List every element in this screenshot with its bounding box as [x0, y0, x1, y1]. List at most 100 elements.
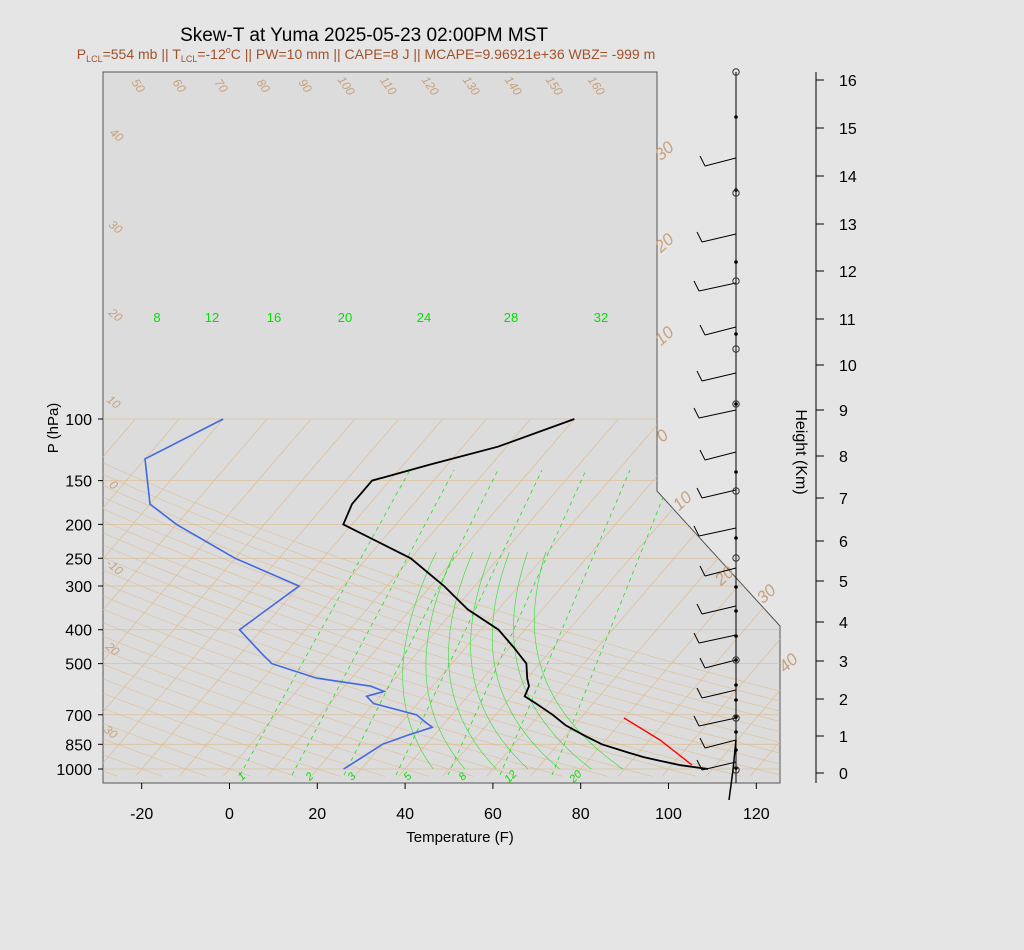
- wind-point-marker: [734, 683, 738, 687]
- height-tick-label: 0: [839, 766, 848, 783]
- height-tick-label: 4: [839, 615, 848, 632]
- wind-barb-feather: [699, 449, 706, 461]
- x-axis-label: Temperature (F): [406, 829, 514, 846]
- wind-barb: [704, 451, 737, 461]
- grid-lines: [103, 418, 780, 777]
- height-tick-label: 1: [839, 729, 848, 746]
- isotherm-line: [178, 418, 487, 777]
- wind-point-marker: [734, 536, 738, 540]
- temperature-axis: -20 0 20 40 60 80 100 120: [130, 783, 770, 823]
- moist-adiabat-line: [491, 552, 560, 770]
- height-tick-label: 8: [839, 449, 848, 466]
- dry-adiabat-line: [103, 418, 252, 777]
- height-tick-label: 15: [839, 121, 857, 138]
- wind-barb-feather: [693, 407, 700, 419]
- dry-adiabat-line: [103, 418, 780, 777]
- wind-barb: [698, 282, 737, 292]
- temperature-tick-label: -20: [130, 806, 153, 823]
- subtitle-tlcl-sup: o: [226, 45, 231, 55]
- y-axis-label: P (hPa): [45, 403, 62, 454]
- mixing-ratio-line: [395, 469, 543, 776]
- height-tick-label: 9: [839, 403, 848, 420]
- mixing-ratio-top-label: 12: [205, 310, 219, 325]
- pressure-tick-label: 300: [65, 579, 92, 596]
- temperature-tick-label: 100: [655, 806, 682, 823]
- dry-adiabat-line: [103, 418, 780, 777]
- dry-adiabat-line: [103, 418, 780, 777]
- isotherm-line: [103, 418, 224, 777]
- wind-barb-feather: [699, 737, 706, 749]
- wind-point-marker: [734, 698, 738, 702]
- wind-barb-feather: [699, 657, 706, 669]
- isotherm-line: [530, 418, 780, 777]
- surface-wind-barb: [728, 739, 737, 801]
- dewpoint-profile-line: [144, 418, 434, 770]
- wind-point-marker: [734, 634, 738, 638]
- height-tick-label: 13: [839, 217, 857, 234]
- moist-adiabat-line: [448, 551, 497, 770]
- wind-barb: [701, 372, 737, 382]
- isotherm-line: [398, 418, 707, 777]
- height-tick-label: 11: [839, 312, 856, 329]
- mixing-ratio-top-label: 24: [417, 310, 431, 325]
- wind-point-marker: [734, 402, 738, 406]
- pressure-axis: 100 150 200 250 300 400 500 700 850 1000: [56, 412, 103, 779]
- wind-barb-feather: [696, 487, 703, 499]
- dry-adiabat-line: [103, 418, 430, 777]
- moist-adiabat-line: [425, 551, 466, 770]
- dry-adiabat-line: [103, 418, 297, 777]
- pressure-tick-label: 1000: [56, 762, 92, 779]
- height-tick-label: 3: [839, 654, 848, 671]
- wind-barb-feather: [693, 525, 700, 537]
- dry-adiabat-line: [103, 418, 519, 777]
- wind-point-marker: [734, 658, 738, 662]
- pressure-tick-label: 500: [65, 657, 92, 674]
- wind-point-marker: [734, 609, 738, 613]
- parcel-line: [623, 717, 693, 766]
- subtitle-rest: C || PW=10 mm || CAPE=8 J || MCAPE=9.969…: [231, 46, 656, 62]
- temperature-tick-label: 80: [572, 806, 590, 823]
- isotherm-line: [310, 418, 619, 777]
- isotherm-line: [661, 418, 780, 777]
- wind-barb-feather: [696, 370, 703, 382]
- height-tick-label: 2: [839, 692, 848, 709]
- isotherm-line: [135, 418, 444, 777]
- wind-point-marker: [734, 730, 738, 734]
- wind-calm-marker: [732, 400, 740, 408]
- pressure-tick-label: 150: [65, 474, 92, 491]
- wind-calm-marker: [732, 714, 740, 722]
- dry-adiabat-line: [103, 418, 780, 777]
- wind-barb: [704, 326, 737, 336]
- mixing-ratio-top-label: 16: [267, 310, 281, 325]
- pressure-tick-label: 400: [65, 623, 92, 640]
- profile-curves: [144, 418, 709, 770]
- mixing-ratio-line: [239, 469, 411, 776]
- wind-barb: [701, 605, 737, 615]
- temperature-profile-line: [342, 418, 709, 770]
- wind-barb: [701, 761, 737, 771]
- temperature-tick-label: 60: [484, 806, 502, 823]
- wind-barb: [701, 489, 737, 499]
- height-axis-label: Height (Km): [792, 409, 809, 494]
- dry-adiabat-line: [103, 418, 780, 777]
- wind-calm-marker: [732, 68, 740, 76]
- wind-barb: [698, 409, 737, 419]
- temperature-tick-label: 20: [308, 806, 326, 823]
- wind-barb-feather: [699, 324, 706, 336]
- height-tick-label: 16: [839, 73, 857, 90]
- height-tick-label: 6: [839, 534, 848, 551]
- wind-point-marker: [734, 585, 738, 589]
- subtitle-plcl: P: [77, 46, 86, 62]
- height-tick-label: 5: [839, 574, 848, 591]
- dry-adiabat-line: [103, 418, 742, 777]
- wind-calm-marker: [732, 189, 740, 197]
- isotherm-line: [574, 418, 780, 777]
- moist-adiabat-line: [513, 552, 592, 770]
- dry-adiabat-line: [103, 418, 780, 777]
- dry-adiabat-line: [103, 418, 608, 777]
- pressure-tick-label: 850: [65, 737, 92, 754]
- subtitle-plcl-value: =554 mb || T: [103, 46, 182, 62]
- mixing-ratio-top-label: 8: [153, 310, 160, 325]
- wind-calm-marker: [732, 277, 740, 285]
- dry-adiabat-line: [103, 418, 386, 777]
